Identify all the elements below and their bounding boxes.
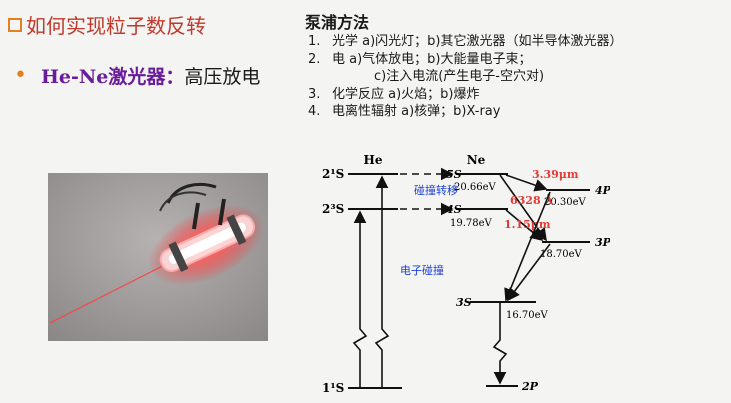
ne-4p-label: 4P	[595, 184, 610, 197]
pump-item-text: c)注入电流(产生电子-空穴对)	[374, 69, 545, 84]
electron-collision-label: 电子碰撞	[400, 263, 444, 277]
ne-5s-energy: 20.66eV	[454, 182, 497, 193]
laser-photo-illustration	[48, 173, 268, 341]
ne-4s-energy: 19.78eV	[450, 218, 493, 229]
ne-4p-energy: 20.30eV	[544, 197, 587, 208]
slide-title: 如何实现粒子数反转	[8, 10, 206, 39]
pump-item-number: 3.	[308, 86, 321, 102]
collision-transfer-label: 碰撞转移	[414, 183, 458, 197]
checkbox-square-icon	[8, 17, 22, 32]
pump-item-text: 电 a)气体放电；b)大能量电子束；	[332, 51, 532, 67]
lambda-339-label: 3.39μm	[532, 168, 579, 181]
pump-item-text: 电离性辐射 a)核弹；b)X-ray	[332, 104, 501, 119]
bullet-dot-icon: •	[14, 63, 27, 88]
transition-339-arrow	[505, 174, 548, 192]
he-11s-label: 1¹S	[322, 381, 344, 395]
he-excite-arrow-21s	[374, 175, 390, 388]
pump-item-number: 4.	[308, 104, 321, 119]
bullet-value: 高压放电	[184, 66, 261, 88]
energy-level-diagram: He 2¹S 2³S 1¹S 碰撞转移 电子碰撞 Ne 5S 4S 4P 3P …	[322, 153, 610, 395]
pump-item: 3. 化学反应 a)火焰；b)爆炸	[308, 86, 623, 104]
he-21s-label: 2¹S	[322, 167, 344, 181]
ne-3s-energy: 16.70eV	[506, 310, 549, 321]
bullet-label: He-Ne激光器：	[40, 66, 185, 88]
pump-methods-heading: 泵浦方法	[305, 13, 370, 32]
laser-tube-photo	[48, 173, 268, 341]
he-label: He	[364, 153, 383, 167]
ne-2p-label: 2P	[521, 380, 539, 393]
slide-title-text: 如何实现粒子数反转	[26, 14, 206, 38]
pump-item-continued: c)注入电流(产生电子-空穴对)	[308, 68, 623, 86]
bullet-item: • He-Ne激光器： 高压放电	[14, 62, 260, 89]
lambda-6328-label: 6328 Å	[510, 193, 553, 207]
transition-115-arrow	[505, 209, 544, 242]
lambda-115-label: 1.15μm	[504, 218, 551, 231]
ne-3s-label: 3S	[456, 296, 472, 309]
ne-label: Ne	[467, 153, 486, 167]
he-23s-label: 2³S	[322, 202, 344, 216]
decay-3p-3s-arrow	[507, 243, 551, 302]
pump-item-number: 1.	[308, 34, 321, 49]
ne-5s-label: 5S	[446, 168, 462, 181]
decay-3s-2p-arrow	[492, 302, 508, 385]
pump-item: 2. 电 a)气体放电；b)大能量电子束；	[308, 51, 623, 69]
pump-item-text: 化学反应 a)火焰；b)爆炸	[332, 86, 480, 102]
he-excite-arrow-23s	[352, 210, 368, 388]
decay-4p-3s-arrow	[504, 191, 551, 302]
pump-item: 1. 光学 a)闪光灯；b)其它激光器（如半导体激光器）	[308, 33, 623, 51]
ne-4s-label: 4S	[446, 203, 462, 216]
ne-3p-energy: 18.70eV	[540, 249, 583, 260]
pump-item: 4. 电离性辐射 a)核弹；b)X-ray	[308, 103, 623, 121]
pump-item-number: 2.	[308, 51, 321, 67]
ne-3p-label: 3P	[595, 236, 610, 249]
pump-item-text: 光学 a)闪光灯；b)其它激光器（如半导体激光器）	[332, 34, 623, 49]
pump-methods-list: 1. 光学 a)闪光灯；b)其它激光器（如半导体激光器） 2. 电 a)气体放电；b…	[308, 33, 623, 121]
